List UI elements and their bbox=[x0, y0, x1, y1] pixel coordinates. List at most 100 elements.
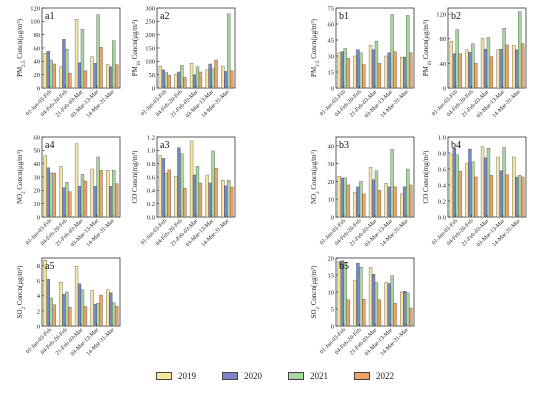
b2-bar-2020-0 bbox=[452, 53, 456, 89]
a4-bar-2022-3 bbox=[99, 170, 103, 218]
a5-bar-2021-1 bbox=[65, 291, 69, 327]
b2-bar-2019-2 bbox=[480, 37, 485, 89]
b2-ytick-label: 80 bbox=[440, 36, 447, 43]
b1-bar-2022-1 bbox=[362, 64, 366, 89]
a1-ylabel: PM2.5 Concn(μg/m³) bbox=[16, 18, 27, 77]
b5-bar-2021-2 bbox=[374, 282, 379, 327]
b2-bar-2019-0 bbox=[449, 41, 454, 89]
b1-bar-2022-3 bbox=[393, 51, 397, 89]
a1-bar-2019-4 bbox=[106, 64, 110, 89]
b3-bar-2022-4 bbox=[408, 184, 413, 218]
b1-bar-2021-0 bbox=[343, 48, 347, 89]
a1-bar-2020-0 bbox=[46, 51, 50, 89]
b4-bar-2022-3 bbox=[505, 174, 509, 218]
a1-bar-2022-0 bbox=[52, 63, 56, 89]
b4-bar-2022-4 bbox=[520, 176, 525, 218]
legend-swatch-2019 bbox=[156, 372, 172, 380]
b5-bar-2022-3 bbox=[393, 303, 397, 327]
b5-panel-label: b5 bbox=[339, 261, 349, 272]
b3-bar-2020-0 bbox=[340, 177, 344, 218]
b1-bar-2020-2 bbox=[371, 49, 376, 89]
a1-bar-2021-4 bbox=[112, 40, 116, 89]
b1-bar-2022-4 bbox=[408, 52, 413, 89]
b5-bar-2020-2 bbox=[371, 274, 376, 327]
b3-bar-2020-4 bbox=[403, 186, 407, 218]
a4-panel-label: a4 bbox=[45, 140, 54, 151]
a2-bar-2020-3 bbox=[208, 63, 212, 89]
a2-bar-2020-2 bbox=[192, 74, 197, 89]
b5-bar-2019-1 bbox=[353, 279, 357, 327]
b1-bar-2021-1 bbox=[359, 52, 363, 89]
b3-bar-2021-4 bbox=[406, 168, 410, 218]
b1-ytick-label: 30 bbox=[328, 53, 335, 60]
legend-swatch-2022 bbox=[354, 372, 370, 380]
b3-ytick-label: 30 bbox=[328, 161, 335, 168]
a4-bar-2019-2 bbox=[74, 143, 79, 218]
a1-bar-2022-4 bbox=[114, 64, 119, 89]
a5-ylabel: SO2 Concn(μg/m³) bbox=[16, 265, 27, 319]
b5-bar-2020-3 bbox=[387, 283, 391, 327]
b3-bar-2019-2 bbox=[368, 167, 373, 218]
b5-ytick-label: 10 bbox=[328, 289, 335, 296]
a1-ytick-label: 100 bbox=[30, 19, 40, 26]
b4-bar-2019-2 bbox=[480, 146, 485, 218]
b5-ytick-label: 5 bbox=[331, 306, 334, 313]
a3-bar-2021-4 bbox=[227, 180, 231, 218]
a3-ytick-label: 0.6 bbox=[147, 174, 156, 181]
a1-panel-label: a1 bbox=[45, 11, 54, 22]
b4-bar-2021-1 bbox=[471, 161, 475, 218]
b5-bar-2020-1 bbox=[356, 262, 360, 327]
a1-ytick-label: 80 bbox=[34, 32, 41, 39]
b4-ytick-label: 0.0 bbox=[438, 214, 446, 221]
b1-bar-2019-0 bbox=[337, 52, 342, 89]
a2-bar-2019-0 bbox=[158, 65, 163, 89]
a5-bar-2020-3 bbox=[93, 303, 97, 327]
a5-bar-2021-2 bbox=[80, 289, 85, 327]
b2-bar-2019-4 bbox=[512, 45, 516, 89]
a4-bar-2020-4 bbox=[109, 186, 113, 218]
b1-bar-2019-4 bbox=[400, 56, 404, 89]
a5-bar-2019-2 bbox=[74, 266, 79, 327]
a5-ytick-label: 2 bbox=[37, 308, 40, 315]
b3-ytick-label: 20 bbox=[328, 179, 335, 186]
b3-ytick-label: 0 bbox=[331, 214, 334, 221]
legend-label-2021: 2021 bbox=[310, 371, 328, 381]
b3-bar-2021-1 bbox=[359, 181, 363, 218]
legend-label-2020: 2020 bbox=[244, 371, 262, 381]
b5-bar-2022-2 bbox=[377, 299, 382, 327]
b2-panel-label: b2 bbox=[451, 11, 461, 22]
legend-swatch-2020 bbox=[222, 372, 238, 380]
a5-bar-2021-3 bbox=[96, 303, 100, 327]
a3-bar-2022-3 bbox=[214, 168, 218, 218]
b1-ytick-label: 60 bbox=[328, 21, 335, 28]
b1-bar-2022-2 bbox=[377, 63, 382, 89]
a2-ytick-label: 150 bbox=[145, 45, 155, 52]
a5-panel-label: a5 bbox=[45, 261, 54, 272]
a2-bar-2019-2 bbox=[189, 63, 194, 89]
a1-bar-2022-3 bbox=[99, 47, 103, 89]
a4-ytick-label: 40 bbox=[34, 161, 41, 168]
b3-bar-2019-3 bbox=[384, 183, 388, 218]
b3-bar-2019-1 bbox=[353, 191, 357, 218]
a4-ytick-label: 50 bbox=[34, 148, 41, 155]
a2-bar-2021-3 bbox=[211, 68, 215, 89]
b1-ylabel: PM2.5 Concn(μg/m³) bbox=[310, 18, 321, 77]
b4-ytick-label: 0.6 bbox=[438, 166, 447, 173]
a1-bar-2021-3 bbox=[96, 14, 100, 89]
a3-bar-2021-3 bbox=[211, 150, 215, 218]
b4-bar-2020-0 bbox=[452, 148, 456, 218]
b2-ytick-label: 40 bbox=[440, 61, 447, 68]
b2-bar-2021-1 bbox=[471, 43, 475, 89]
a3-bar-2019-1 bbox=[174, 176, 178, 218]
a2-ytick-label: 100 bbox=[145, 59, 155, 66]
a2-bar-2019-1 bbox=[174, 73, 178, 89]
a4-bar-2022-0 bbox=[52, 172, 56, 218]
a3-bar-2020-0 bbox=[161, 158, 165, 218]
a3-bar-2022-4 bbox=[229, 186, 234, 218]
b1-bar-2020-0 bbox=[340, 51, 344, 89]
b4-bar-2019-0 bbox=[449, 154, 454, 218]
a3-ytick-label: 0.4 bbox=[147, 188, 156, 195]
b1-bar-2020-4 bbox=[403, 56, 407, 89]
b5-bar-2021-1 bbox=[359, 267, 363, 327]
b2-bar-2019-1 bbox=[465, 49, 469, 89]
